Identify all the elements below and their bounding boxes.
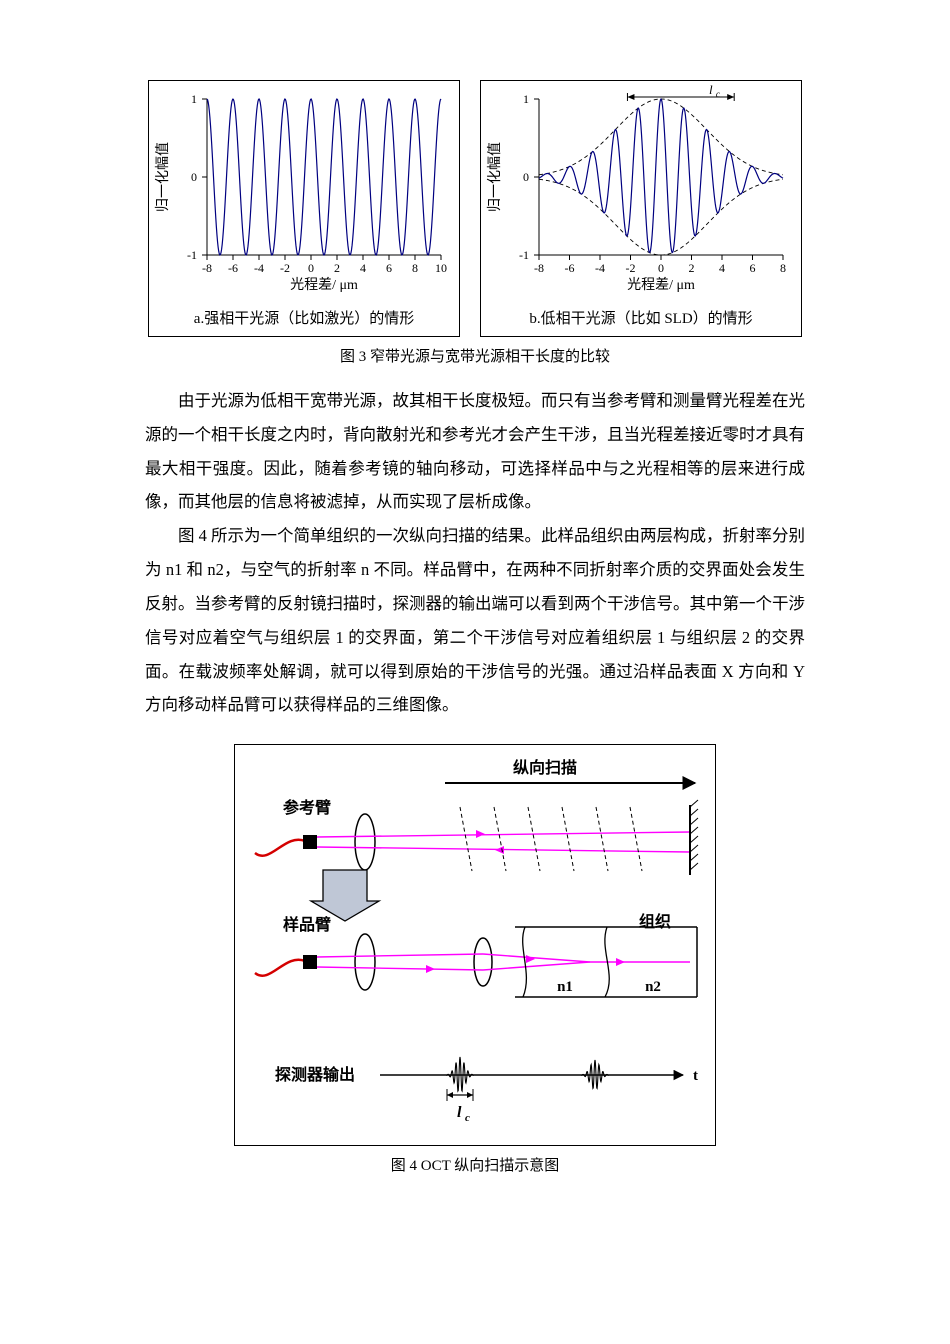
fig4-panel: 纵向扫描参考臂样品臂 组织 n1 n2 探测器输出 t lc [234,744,716,1146]
svg-text:-2: -2 [280,261,290,275]
svg-text:6: 6 [386,261,392,275]
svg-text:-4: -4 [595,261,605,275]
figure-3: -101-8-6-4-20246810光程差/ μm归一化幅值 a.强相干光源（… [85,80,865,337]
page: -101-8-6-4-20246810光程差/ μm归一化幅值 a.强相干光源（… [85,0,865,1253]
svg-text:n2: n2 [645,979,661,995]
svg-text:光程差/ μm: 光程差/ μm [290,277,358,293]
svg-text:1: 1 [191,92,197,106]
svg-text:样品臂: 样品臂 [283,915,331,934]
svg-text:探测器输出: 探测器输出 [275,1065,355,1084]
fig3-panel-a: -1 0 1 -8 -6 -4 -2 0 2 4 6 8 10 光程差/ μm 归一化幅值 a.强相干光源（… [148,80,460,337]
svg-text:0: 0 [658,261,664,275]
paragraph-2: 图 4 所示为一个简单组织的一次纵向扫描的结果。此样品组织由两层构成，折射率分别… [85,519,865,722]
fig3-chart-b: -1 0 1 -8 -6 -4 -2 0 2 4 6 8 光程差/ μm 归一化幅值 lc [481,81,801,301]
svg-text:-2: -2 [626,261,636,275]
svg-text:4: 4 [719,261,725,275]
svg-text:c: c [716,89,720,99]
svg-text:c: c [465,1112,470,1124]
svg-text:l: l [457,1104,462,1121]
svg-text:6: 6 [750,261,756,275]
svg-text:-8: -8 [534,261,544,275]
svg-text:光程差/ μm: 光程差/ μm [627,277,695,293]
svg-text:-8: -8 [202,261,212,275]
paragraph-1: 由于光源为低相干宽带光源，故其相干长度极短。而只有当参考臂和测量臂光程差在光源的… [85,384,865,519]
fig3-panel-b: -1 0 1 -8 -6 -4 -2 0 2 4 6 8 光程差/ μm 归一化幅值 lc b.低相干光源（… [480,80,802,337]
figure-4-caption: 图 4 OCT 纵向扫描示意图 [85,1154,865,1175]
svg-text:4: 4 [360,261,366,275]
svg-text:0: 0 [308,261,314,275]
fig3-caption-b: b.低相干光源（比如 SLD）的情形 [481,301,801,336]
svg-text:0: 0 [523,170,529,184]
fig4-diagram: 纵向扫描参考臂样品臂 组织 n1 n2 探测器输出 t lc [235,745,715,1145]
svg-text:8: 8 [412,261,418,275]
svg-text:-1: -1 [187,248,197,262]
svg-text:归一化幅值: 归一化幅值 [154,142,171,212]
svg-text:组织: 组织 [639,912,671,931]
svg-text:-1: -1 [519,248,529,262]
fig3-caption-a: a.强相干光源（比如激光）的情形 [149,301,459,336]
figure-3-caption: 图 3 窄带光源与宽带光源相干长度的比较 [85,345,865,366]
svg-text:归一化幅值: 归一化幅值 [486,142,503,212]
svg-text:-6: -6 [565,261,575,275]
svg-text:0: 0 [191,170,197,184]
svg-text:参考臂: 参考臂 [283,798,331,817]
figure-4: 纵向扫描参考臂样品臂 组织 n1 n2 探测器输出 t lc [85,744,865,1146]
svg-text:l: l [709,82,713,97]
svg-text:t: t [693,1068,698,1084]
svg-text:纵向扫描: 纵向扫描 [513,758,577,777]
fig3-chart-a: -1 0 1 -8 -6 -4 -2 0 2 4 6 8 10 光程差/ μm 归一化幅值 [149,81,459,301]
svg-text:2: 2 [689,261,695,275]
svg-text:10: 10 [435,261,447,275]
svg-text:2: 2 [334,261,340,275]
svg-text:8: 8 [780,261,786,275]
svg-text:n1: n1 [557,979,573,995]
svg-text:-6: -6 [228,261,238,275]
svg-text:-4: -4 [254,261,264,275]
svg-text:1: 1 [523,92,529,106]
